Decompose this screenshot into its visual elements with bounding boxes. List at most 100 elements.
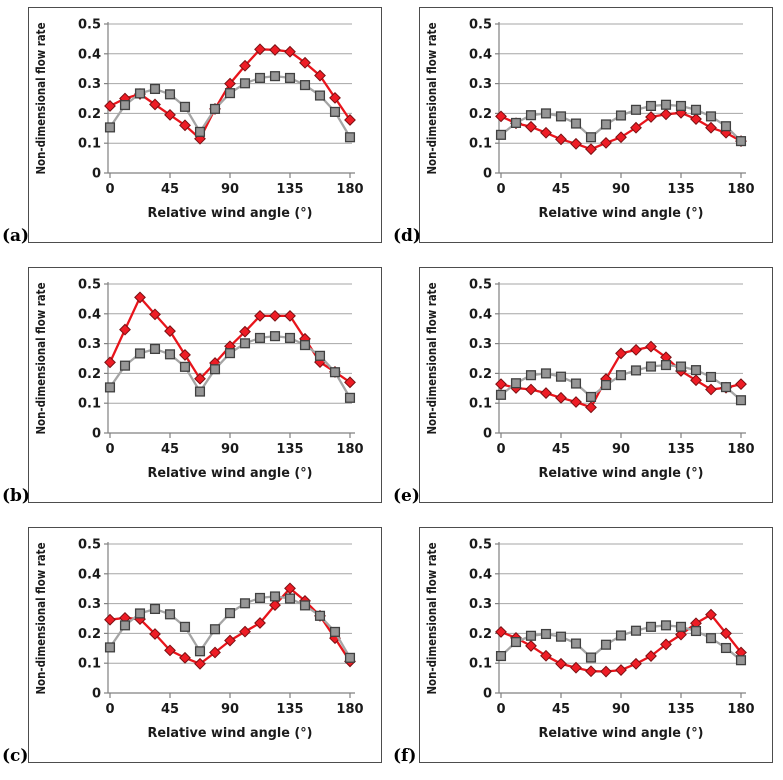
y-axis-title: Non-dimensional flow rate: [33, 23, 48, 175]
red-diamond-marker: [194, 372, 206, 385]
red-diamond-marker: [179, 651, 191, 664]
red-diamond-marker: [675, 628, 687, 641]
gray-square-marker: [570, 118, 582, 129]
gray-square-marker: [705, 633, 717, 644]
gray-square-marker: [600, 639, 612, 650]
panel-f: 0 0.1 0.2 0.3 0.4 0.5 0 45 90 135 180 Relative wind…: [391, 520, 782, 780]
y-tick-label: 0.5: [469, 18, 492, 33]
gray-square-marker: [284, 332, 296, 343]
gray-square-marker: [344, 392, 356, 403]
x-tick-label: 0: [496, 702, 505, 717]
x-tick-label: 45: [552, 182, 570, 197]
y-tick-label: 0.4: [78, 47, 101, 62]
y-tick-label: 0.3: [469, 77, 492, 92]
red-diamond-marker: [239, 325, 251, 338]
y-tick-label: 0: [483, 427, 492, 442]
y-tick-label: 0: [92, 427, 101, 442]
x-axis-title: Relative wind angle (°): [539, 205, 704, 221]
x-tick-label: 90: [221, 702, 239, 717]
red-diamond-marker: [149, 98, 161, 111]
red-diamond-marker: [104, 100, 116, 112]
gray-square-marker: [705, 371, 717, 383]
x-tick-label: 90: [612, 702, 630, 717]
y-axis-title: Non-dimensional flow rate: [33, 283, 48, 435]
gray-square-marker: [645, 100, 657, 112]
red-diamond-marker: [690, 374, 702, 387]
gray-square-marker: [720, 382, 732, 393]
red-diamond-marker: [585, 401, 597, 414]
gray-square-marker: [164, 89, 176, 100]
red-diamond-marker: [645, 650, 657, 662]
red-diamond-marker: [540, 649, 552, 662]
red-diamond-marker: [525, 383, 537, 396]
y-tick-label: 0.2: [78, 367, 101, 382]
gray-square-marker: [269, 331, 281, 342]
red-diamond-marker: [495, 378, 507, 391]
x-tick-label: 0: [496, 442, 505, 457]
gray-square-marker: [525, 110, 537, 121]
x-tick-label: 135: [276, 442, 303, 457]
red-diamond-marker: [555, 391, 567, 404]
gray-square-marker: [299, 600, 311, 611]
red-diamond-marker: [344, 114, 356, 126]
x-axis-title: Relative wind angle (°): [148, 725, 313, 741]
x-tick-label: 0: [105, 442, 114, 457]
red-diamond-marker: [179, 349, 191, 361]
gray-square-marker: [329, 367, 341, 378]
panel-label-a: (a): [2, 226, 30, 246]
y-tick-label: 0: [483, 167, 492, 182]
red-diamond-marker: [615, 347, 627, 360]
panel-label-c: (c): [2, 746, 29, 766]
gray-square-marker: [570, 638, 582, 649]
red-diamond-marker: [585, 665, 597, 678]
x-tick-label: 180: [336, 442, 363, 457]
red-diamond-marker: [284, 45, 296, 58]
red-diamond-marker: [134, 291, 146, 304]
red-diamond-marker: [164, 108, 176, 121]
y-tick-label: 0.1: [469, 397, 492, 412]
y-axis-title: Non-dimensional flow rate: [424, 23, 439, 175]
gray-square-marker: [179, 621, 191, 632]
x-tick-label: 0: [496, 182, 505, 197]
y-tick-label: 0.5: [469, 278, 492, 293]
gray-square-marker: [314, 90, 326, 101]
red-diamond-marker: [525, 640, 537, 652]
red-diamond-marker: [525, 120, 537, 133]
gray-square-marker: [119, 620, 131, 631]
gray-square-marker: [314, 350, 326, 361]
gray-square-marker: [314, 610, 326, 621]
y-tick-label: 0.3: [469, 337, 492, 352]
gray-square-marker: [615, 110, 627, 121]
gray-square-marker: [540, 368, 552, 379]
y-tick-label: 0: [92, 687, 101, 702]
gray-square-marker: [705, 111, 717, 122]
gray-square-marker: [119, 100, 131, 111]
chart-box-b: 0 0.1 0.2 0.3 0.4 0.5 0 45 90 135 180 Relative wind…: [28, 267, 382, 503]
red-diamond-marker: [645, 340, 657, 353]
red-diamond-marker: [254, 309, 266, 322]
gray-square-marker: [179, 101, 191, 112]
y-tick-label: 0.5: [469, 538, 492, 553]
x-tick-label: 90: [612, 182, 630, 197]
red-diamond-marker: [630, 343, 642, 356]
gray-square-marker: [149, 343, 161, 355]
red-diamond-marker: [570, 137, 582, 150]
x-tick-label: 135: [667, 442, 694, 457]
chart-box-d: 0 0.1 0.2 0.3 0.4 0.5 0 45 90 135 180 Relative wind…: [419, 7, 773, 243]
red-diamond-marker: [570, 661, 582, 674]
gray-square-marker: [675, 100, 687, 112]
y-tick-label: 0.1: [78, 657, 101, 672]
gray-square-marker: [690, 365, 702, 376]
y-tick-label: 0.2: [469, 367, 492, 382]
red-diamond-marker: [209, 646, 221, 659]
gray-square-marker: [344, 132, 356, 143]
y-tick-label: 0.2: [78, 627, 101, 642]
x-axis-title: Relative wind angle (°): [539, 725, 704, 741]
x-tick-label: 180: [727, 182, 754, 197]
x-tick-label: 180: [336, 182, 363, 197]
red-diamond-marker: [224, 634, 236, 647]
gray-square-marker: [104, 122, 116, 133]
red-diamond-marker: [149, 628, 161, 640]
gray-square-marker: [510, 117, 522, 128]
